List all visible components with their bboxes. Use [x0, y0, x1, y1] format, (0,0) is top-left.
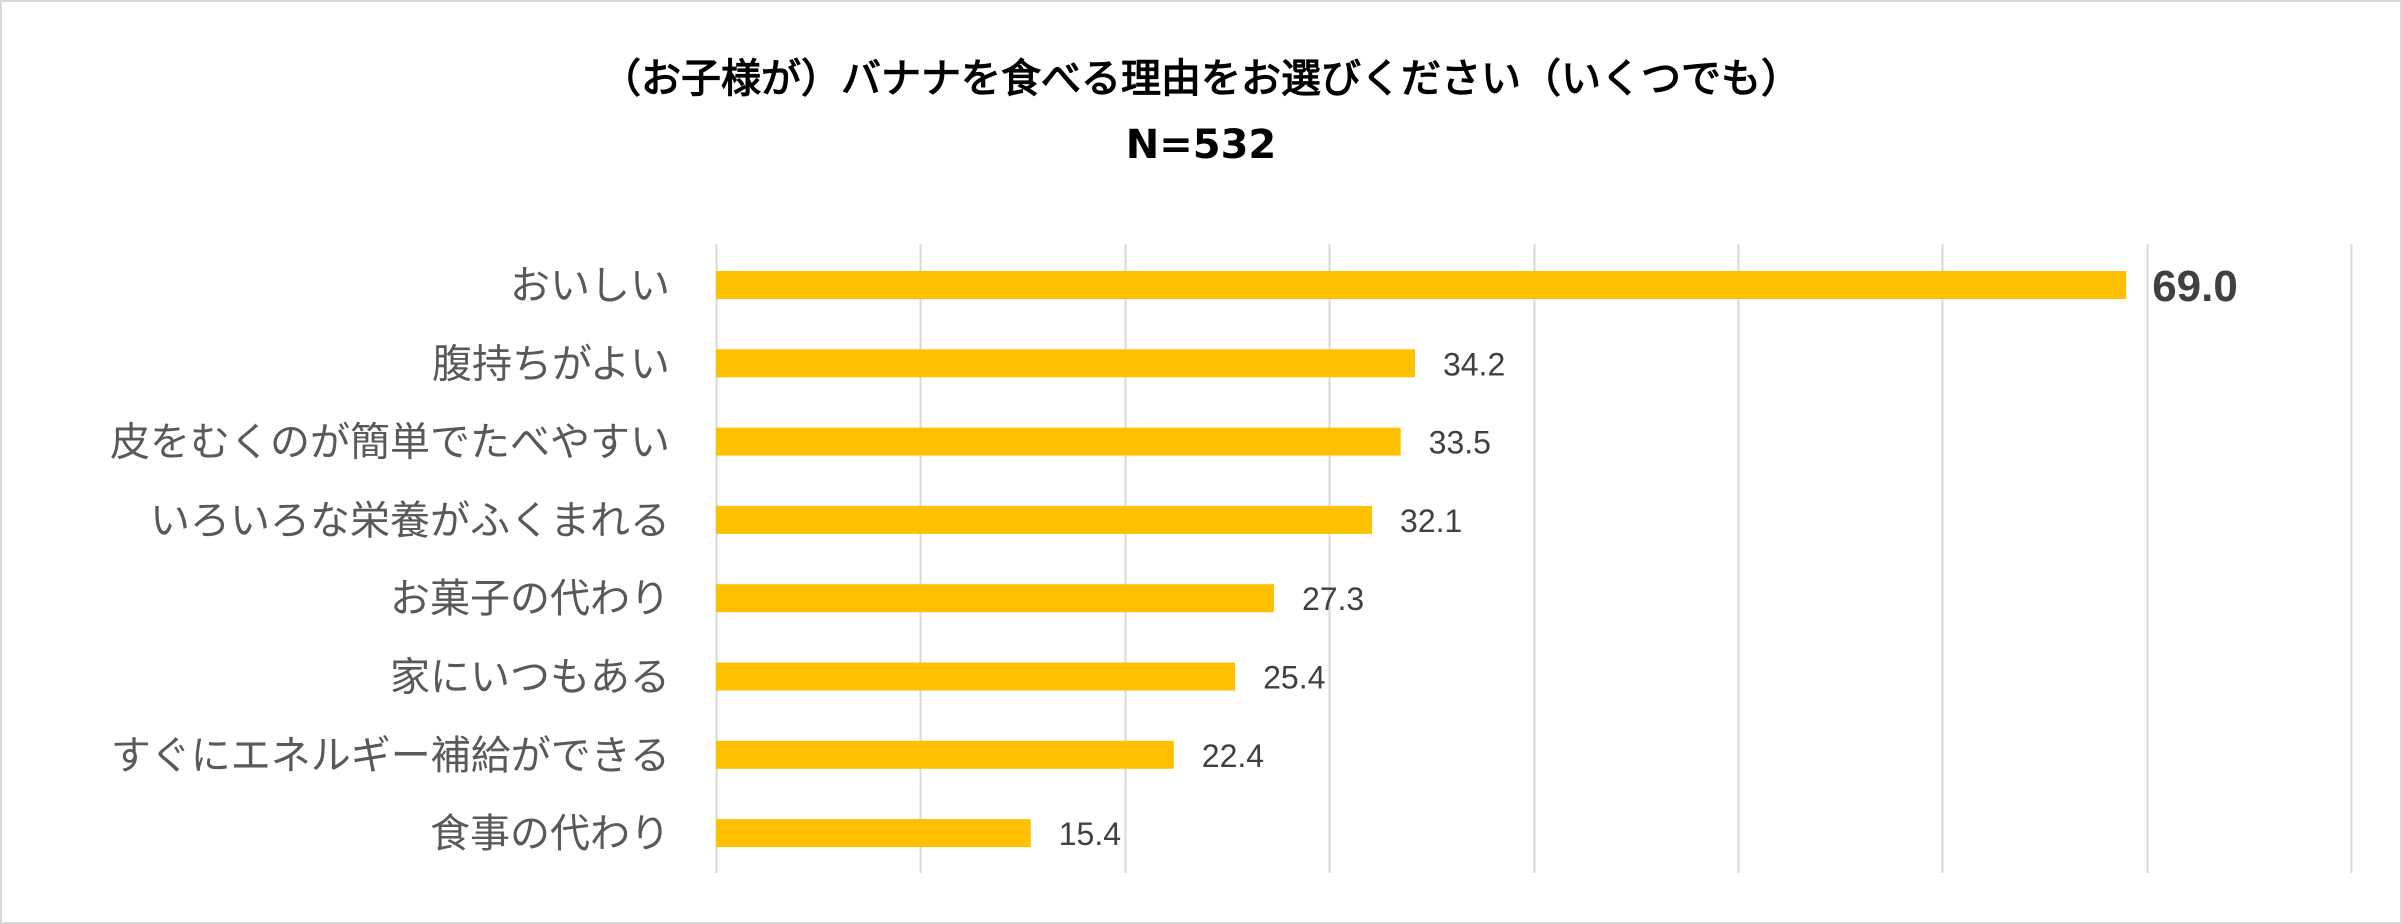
- bar: [716, 740, 1174, 769]
- chart-title: （お子様が）バナナを食べる理由をお選びください（いくつでも）: [601, 56, 1801, 102]
- value-label: 34.2: [1443, 346, 1505, 382]
- category-label: すぐにエネルギー補給ができる: [111, 733, 670, 779]
- value-label: 33.5: [1429, 425, 1491, 461]
- category-label: おいしい: [510, 263, 670, 309]
- category-label: 皮をむくのが簡単でたべやすい: [110, 420, 670, 466]
- value-label: 15.4: [1059, 816, 1121, 852]
- bar: [716, 505, 1373, 534]
- value-label: 25.4: [1263, 660, 1325, 696]
- value-label: 27.3: [1302, 581, 1364, 617]
- value-label: 69.0: [2152, 262, 2238, 311]
- bar: [716, 584, 1274, 613]
- bar: [716, 819, 1031, 848]
- value-label: 22.4: [1202, 738, 1264, 774]
- category-label: 腹持ちがよい: [432, 341, 670, 387]
- value-labels: 69.0 34.2 33.5 32.1 27.3 25.4 22.4 15.4: [1059, 262, 2238, 852]
- category-label: いろいろな栄養がふくまれる: [150, 498, 670, 544]
- chart-subtitle: N=532: [1125, 122, 1277, 168]
- value-label: 32.1: [1400, 503, 1462, 539]
- bars: [716, 271, 2127, 848]
- category-label: お菓子の代わり: [390, 576, 670, 622]
- gridlines: [715, 244, 2353, 873]
- category-label: 家にいつもある: [390, 655, 670, 701]
- category-label: 食事の代わり: [430, 811, 670, 857]
- bar: [716, 427, 1401, 456]
- bar: [716, 349, 1415, 378]
- bar: [716, 271, 2127, 299]
- bar: [716, 662, 1236, 691]
- category-labels: おいしい腹持ちがよい皮をむくのが簡単でたべやすいいろいろな栄養がふくまれるお菓子…: [110, 263, 670, 857]
